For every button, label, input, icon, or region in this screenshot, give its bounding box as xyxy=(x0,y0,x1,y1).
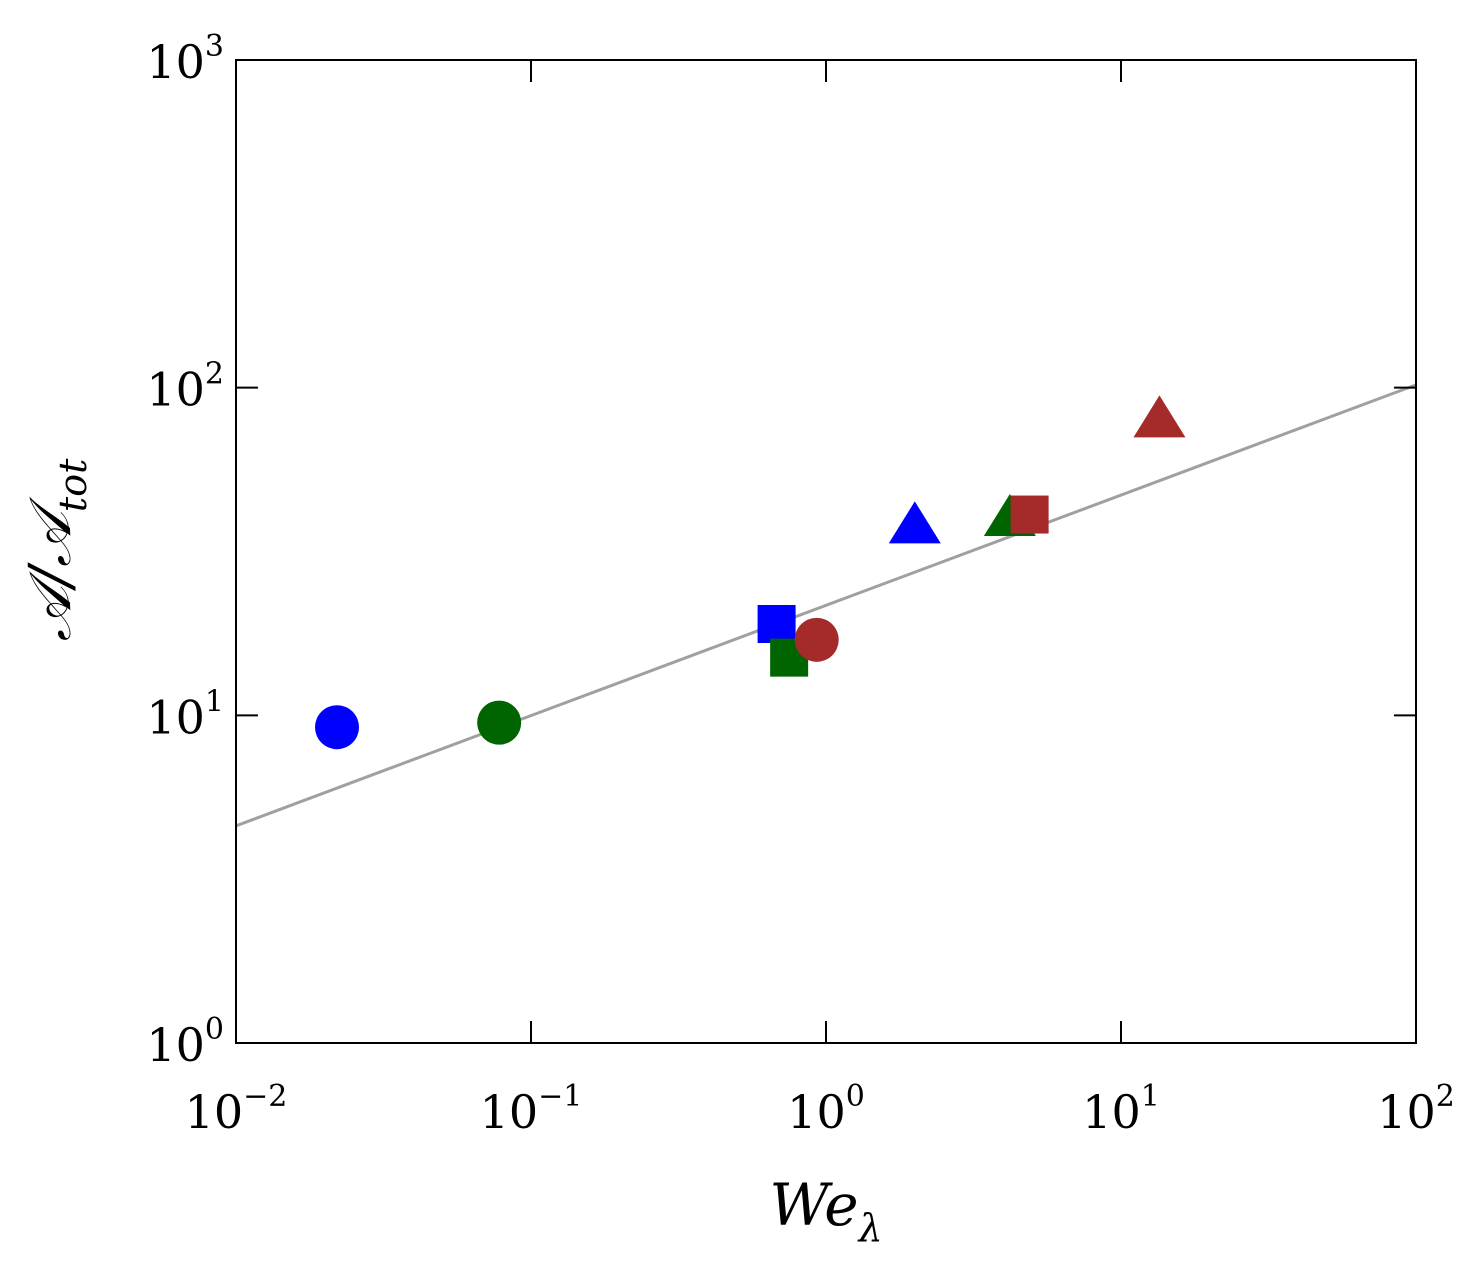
y-tick-label: 101 xyxy=(146,684,224,744)
data-point-square xyxy=(757,604,796,643)
y-axis-title-base: 𝒜/𝒜 xyxy=(16,496,84,641)
fit-line-layer xyxy=(236,383,1416,828)
x-tick-label: 101 xyxy=(1082,1079,1160,1139)
plot-frame xyxy=(235,59,1417,1044)
x-tick-label: 10−1 xyxy=(480,1079,583,1139)
y-axis-title-sub: tot xyxy=(51,458,95,512)
x-axis-title-base: We xyxy=(769,1171,858,1239)
y-axis-title: 𝒜/𝒜tot xyxy=(16,458,95,641)
axis-ticks xyxy=(236,60,1416,1043)
x-tick-label: 102 xyxy=(1377,1079,1455,1139)
data-point-circle xyxy=(794,617,839,662)
data-point-square xyxy=(1010,495,1049,534)
y-tick-label: 103 xyxy=(146,29,224,89)
x-tick-label: 100 xyxy=(787,1079,865,1139)
data-point-triangle xyxy=(888,501,941,544)
y-tick-labels: 100 101 102 103 xyxy=(146,29,224,1072)
x-tick-label: 10−2 xyxy=(185,1079,288,1139)
data-point-circle xyxy=(477,700,522,745)
data-point-circle xyxy=(315,705,360,750)
x-tick-labels: 10−2 10−1 100 101 102 xyxy=(185,1079,1455,1139)
y-tick-label: 102 xyxy=(146,357,224,417)
fit-line xyxy=(236,383,1416,828)
x-axis-title-sub: λ xyxy=(857,1206,883,1250)
y-tick-label: 100 xyxy=(146,1012,224,1072)
x-axis-title: Weλ xyxy=(769,1171,882,1250)
data-point-triangle xyxy=(1133,395,1186,438)
data-points-layer xyxy=(315,395,1186,750)
